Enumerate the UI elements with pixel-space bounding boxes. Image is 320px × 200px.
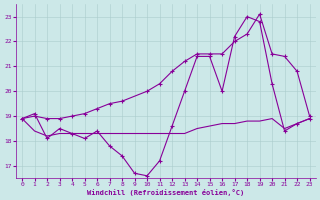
X-axis label: Windchill (Refroidissement éolien,°C): Windchill (Refroidissement éolien,°C) — [87, 189, 244, 196]
